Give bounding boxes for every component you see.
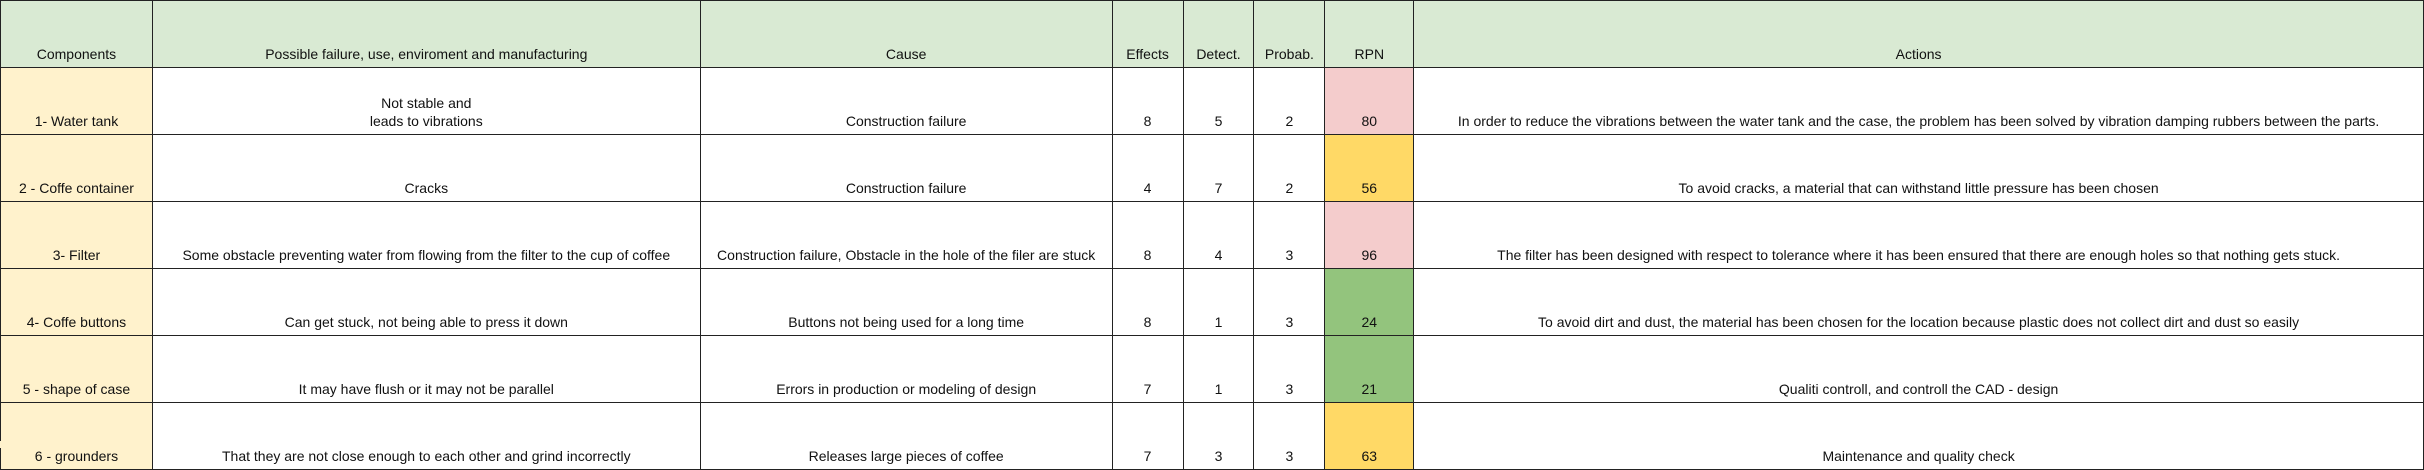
cell-action[interactable]: To avoid dirt and dust, the material has… [1414, 269, 2424, 336]
cell-action[interactable]: In order to reduce the vibrations betwee… [1414, 68, 2424, 135]
cell-component[interactable]: 3- Filter [1, 202, 153, 269]
cell-component[interactable]: 4- Coffe buttons [1, 269, 153, 336]
cell-cause[interactable]: Buttons not being used for a long time [700, 269, 1112, 336]
cell-action[interactable]: To avoid cracks, a material that can wit… [1414, 135, 2424, 202]
header-rpn[interactable]: RPN [1325, 1, 1414, 68]
cell-component[interactable]: 5 - shape of case [1, 336, 153, 403]
cell-effects[interactable]: 7 [1112, 336, 1183, 403]
cell-effects[interactable]: 7 [1112, 403, 1183, 470]
failure-line: leads to vibrations [370, 113, 483, 129]
header-row: Components Possible failure, use, enviro… [1, 1, 2424, 68]
cell-detect[interactable]: 4 [1183, 202, 1254, 269]
header-actions[interactable]: Actions [1414, 1, 2424, 68]
cell-cause[interactable]: Releases large pieces of coffee [700, 403, 1112, 470]
cell-probab[interactable]: 3 [1254, 269, 1325, 336]
cell-failure[interactable]: Some obstacle preventing water from flow… [152, 202, 700, 269]
next-row-strip [0, 441, 152, 448]
cell-failure[interactable]: Cracks [152, 135, 700, 202]
table-row: 5 - shape of case It may have flush or i… [1, 336, 2424, 403]
failure-line: Not stable and [381, 95, 471, 111]
cell-probab[interactable]: 2 [1254, 135, 1325, 202]
cell-rpn[interactable]: 63 [1325, 403, 1414, 470]
cell-cause[interactable]: Errors in production or modeling of desi… [700, 336, 1112, 403]
table-row: 2 - Coffe container Cracks Construction … [1, 135, 2424, 202]
cell-component[interactable]: 6 - grounders [1, 403, 153, 470]
cell-component[interactable]: 2 - Coffe container [1, 135, 153, 202]
header-probab[interactable]: Probab. [1254, 1, 1325, 68]
cell-effects[interactable]: 8 [1112, 269, 1183, 336]
cell-action[interactable]: Qualiti controll, and controll the CAD -… [1414, 336, 2424, 403]
cell-probab[interactable]: 3 [1254, 336, 1325, 403]
cell-detect[interactable]: 1 [1183, 269, 1254, 336]
cell-probab[interactable]: 2 [1254, 68, 1325, 135]
cell-action[interactable]: Maintenance and quality check [1414, 403, 2424, 470]
cell-probab[interactable]: 3 [1254, 403, 1325, 470]
cell-detect[interactable]: 3 [1183, 403, 1254, 470]
table-row: 1- Water tank Not stable and leads to vib… [1, 68, 2424, 135]
cell-rpn[interactable]: 56 [1325, 135, 1414, 202]
cell-effects[interactable]: 8 [1112, 68, 1183, 135]
cell-failure[interactable]: Not stable and leads to vibrations [152, 68, 700, 135]
cell-detect[interactable]: 1 [1183, 336, 1254, 403]
cell-probab[interactable]: 3 [1254, 202, 1325, 269]
cell-failure[interactable]: Can get stuck, not being able to press i… [152, 269, 700, 336]
table-row: 3- Filter Some obstacle preventing water… [1, 202, 2424, 269]
cell-rpn[interactable]: 96 [1325, 202, 1414, 269]
cell-rpn[interactable]: 24 [1325, 269, 1414, 336]
cell-failure[interactable]: It may have flush or it may not be paral… [152, 336, 700, 403]
cell-component[interactable]: 1- Water tank [1, 68, 153, 135]
cell-effects[interactable]: 8 [1112, 202, 1183, 269]
table-row: 4- Coffe buttons Can get stuck, not bein… [1, 269, 2424, 336]
header-cause[interactable]: Cause [700, 1, 1112, 68]
header-effects[interactable]: Effects [1112, 1, 1183, 68]
table-row: 6 - grounders That they are not close en… [1, 403, 2424, 470]
cell-cause[interactable]: Construction failure [700, 68, 1112, 135]
cell-action[interactable]: The filter has been designed with respec… [1414, 202, 2424, 269]
cell-cause[interactable]: Construction failure [700, 135, 1112, 202]
cell-failure[interactable]: That they are not close enough to each o… [152, 403, 700, 470]
cell-cause[interactable]: Construction failure, Obstacle in the ho… [700, 202, 1112, 269]
header-detect[interactable]: Detect. [1183, 1, 1254, 68]
cell-rpn[interactable]: 80 [1325, 68, 1414, 135]
header-components[interactable]: Components [1, 1, 153, 68]
cell-rpn[interactable]: 21 [1325, 336, 1414, 403]
cell-detect[interactable]: 7 [1183, 135, 1254, 202]
cell-effects[interactable]: 4 [1112, 135, 1183, 202]
cell-detect[interactable]: 5 [1183, 68, 1254, 135]
header-failure[interactable]: Possible failure, use, enviroment and ma… [152, 1, 700, 68]
